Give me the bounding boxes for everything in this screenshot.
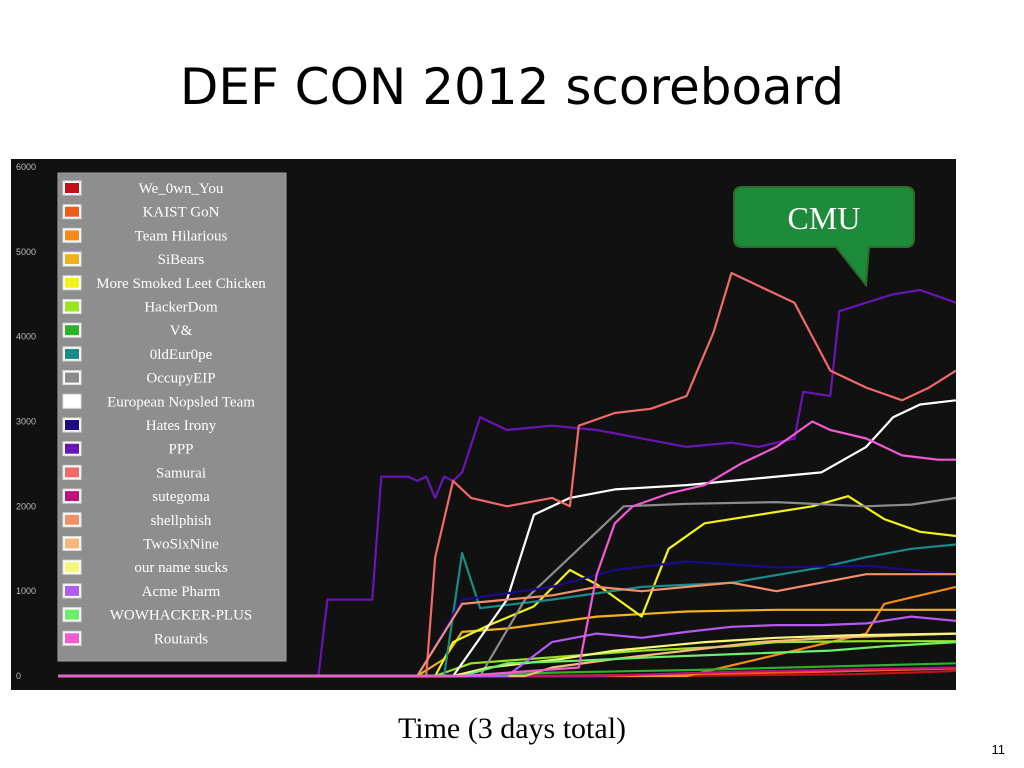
legend-label: Samurai xyxy=(156,465,206,481)
series-line-sibears xyxy=(58,608,956,678)
legend-label: We_0wn_You xyxy=(139,181,224,197)
legend-label: KAIST GoN xyxy=(143,205,220,221)
scoreboard-chart: 0 1000 2000 3000 4000 5000 6000 We_0wn_You KAIST… xyxy=(11,159,956,690)
legend-label: V& xyxy=(170,323,193,339)
cmu-callout: CMU xyxy=(733,186,915,288)
legend-swatch xyxy=(65,467,79,478)
legend-swatch xyxy=(65,348,79,359)
series-line-ppp xyxy=(58,288,956,678)
legend-label: More Smoked Leet Chicken xyxy=(96,276,266,292)
legend-label: WOWHACKER-PLUS xyxy=(110,608,253,624)
legend-swatch xyxy=(65,325,79,336)
legend-swatch xyxy=(65,420,79,430)
y-tick-label: 5000 xyxy=(16,247,36,257)
series-line-european-nopsled-team xyxy=(58,399,956,678)
legend-swatch xyxy=(65,585,79,596)
legend-swatch xyxy=(65,491,79,502)
legend-label: Hates Irony xyxy=(146,418,217,434)
y-tick-label: 1000 xyxy=(16,586,36,596)
legend-swatch xyxy=(65,538,79,549)
legend-swatch xyxy=(65,514,79,525)
legend-label: 0ldEur0pe xyxy=(150,347,213,363)
legend-swatch xyxy=(65,230,79,241)
legend-swatch xyxy=(65,633,79,644)
legend-swatch xyxy=(65,443,79,454)
legend-label: OccupyEIP xyxy=(146,371,215,387)
legend-label: European Nopsled Team xyxy=(107,394,255,410)
series-line-twosixnine xyxy=(58,632,956,678)
y-tick-label: 2000 xyxy=(16,501,36,511)
series-line-hackerdom xyxy=(58,640,956,678)
scoreboard-chart-svg: 0 1000 2000 3000 4000 5000 6000 We_0wn_You KAIST… xyxy=(11,159,956,690)
legend-label: our name sucks xyxy=(134,560,227,576)
x-axis-caption: Time (3 days total) xyxy=(397,712,627,745)
callout-bubble xyxy=(733,186,915,288)
legend-swatch xyxy=(65,396,79,407)
legend-label: shellphish xyxy=(151,513,212,529)
legend-swatch xyxy=(65,609,79,620)
series-line-our-name-sucks xyxy=(58,632,956,678)
legend-label: sutegoma xyxy=(152,489,210,505)
y-tick-label: 0 xyxy=(16,671,21,681)
slide-title: DEF CON 2012 scoreboard xyxy=(179,58,845,116)
y-tick-label: 4000 xyxy=(16,332,36,342)
legend-swatch xyxy=(65,301,79,312)
y-tick-label: 6000 xyxy=(16,162,36,172)
legend-swatch xyxy=(65,206,79,217)
callout-label: CMU xyxy=(788,200,861,236)
legend-swatch xyxy=(65,277,79,288)
legend-swatch xyxy=(65,562,79,573)
legend-label: PPP xyxy=(168,442,193,458)
series-line-more-smoked-leet-chicken xyxy=(58,495,956,678)
legend-label: SiBears xyxy=(158,252,205,268)
series-line-routards xyxy=(58,420,956,678)
legend-label: Routards xyxy=(154,631,208,647)
legend-label: HackerDom xyxy=(144,300,218,316)
series-line-samurai xyxy=(58,271,956,678)
series-line-0ldeur0pe xyxy=(58,543,956,678)
legend-label: Team Hilarious xyxy=(135,228,228,244)
legend-box xyxy=(57,172,287,662)
chart-legend: We_0wn_You KAIST GoN Team Hilarious SiBears… xyxy=(57,172,287,662)
series-line-wowhacker-plus xyxy=(58,641,956,678)
legend-label: Acme Pharm xyxy=(142,584,221,600)
legend-swatch xyxy=(65,183,79,193)
legend-swatch xyxy=(65,254,79,265)
series-line-shellphish xyxy=(58,573,956,678)
y-tick-label: 3000 xyxy=(16,417,36,427)
legend-label: TwoSixNine xyxy=(143,537,219,553)
series-line-acme-pharm xyxy=(58,615,956,678)
legend-swatch xyxy=(65,372,79,383)
page-number: 11 xyxy=(991,742,1006,757)
series-line-occupyeip xyxy=(58,496,956,678)
